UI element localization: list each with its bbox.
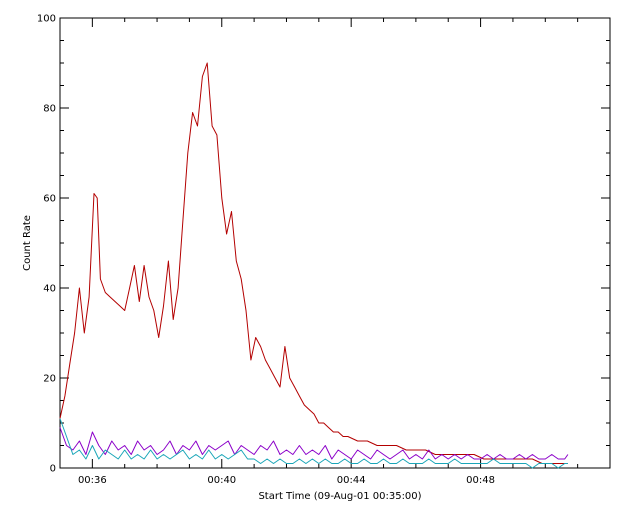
x-tick-label: 00:44	[337, 475, 366, 486]
x-axis-ticks: 00:36 00:40 00:44 00:48	[78, 18, 495, 486]
y-tick-label: 80	[43, 104, 56, 115]
y-tick-label: 100	[37, 14, 56, 25]
x-tick-label: 00:40	[207, 475, 236, 486]
plot-frame	[59, 17, 611, 469]
series-line-3	[59, 418, 568, 469]
minor-ticks	[59, 18, 611, 468]
y-tick-label: 60	[43, 194, 56, 205]
y-tick-label: 0	[50, 464, 56, 475]
x-axis-title: Start Time (09-Aug-01 00:35:00)	[258, 491, 421, 502]
series-line-2	[59, 427, 569, 460]
x-tick-label: 00:48	[466, 475, 495, 486]
y-axis-title: Count Rate	[22, 215, 33, 271]
series-line-1	[59, 62, 568, 464]
y-axis-ticks: 0 20 40 60 80 100	[37, 14, 610, 475]
y-tick-label: 20	[43, 374, 56, 385]
x-tick-label: 00:36	[78, 475, 107, 486]
series-layer	[59, 62, 569, 469]
y-tick-label: 40	[43, 284, 56, 295]
